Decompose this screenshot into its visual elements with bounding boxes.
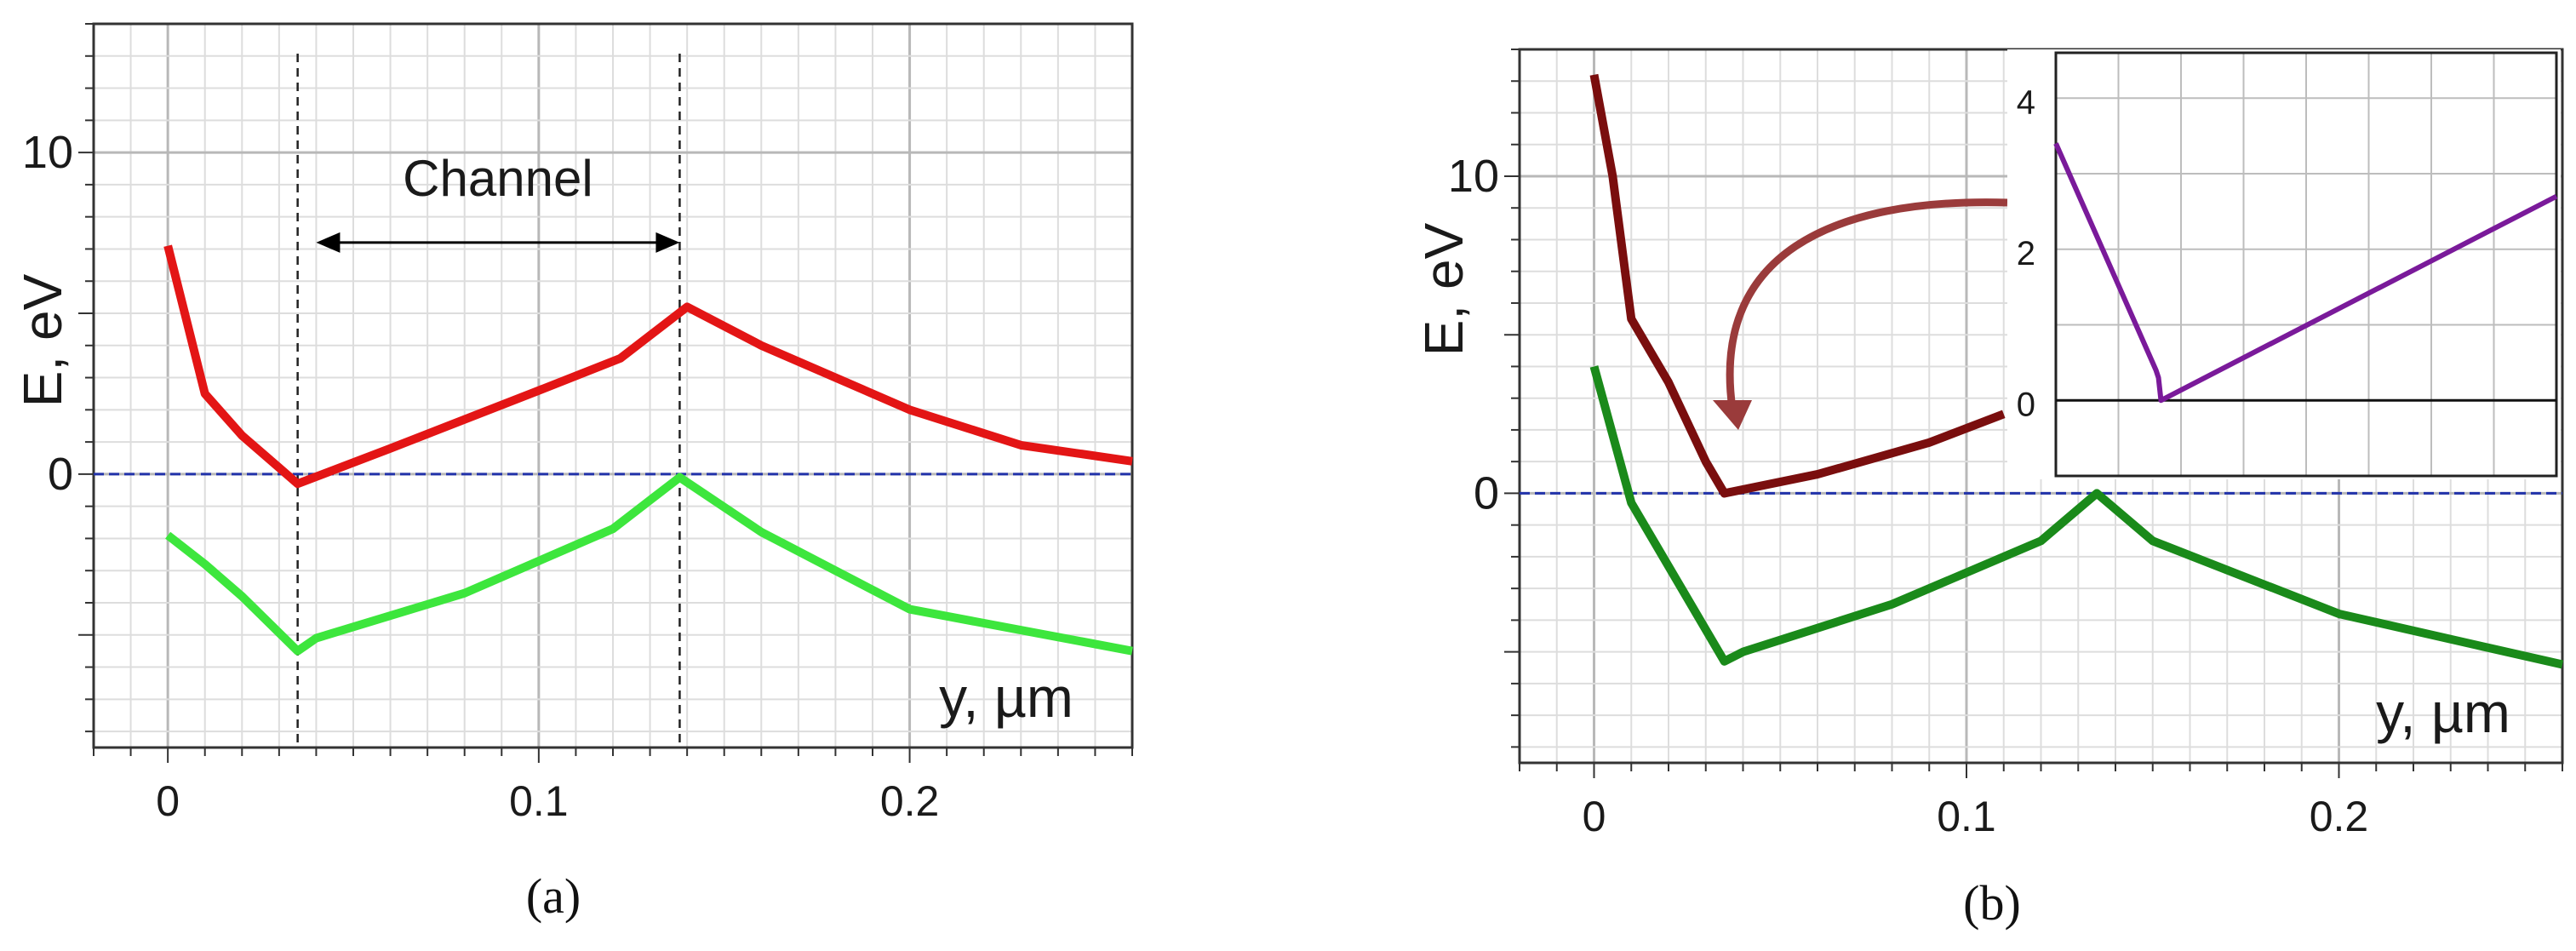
conduction-band-line	[163, 244, 1133, 489]
x-axis-label: y, µm	[2376, 681, 2510, 744]
channel-arrow	[316, 232, 680, 253]
y-tick-label: 0	[48, 449, 73, 500]
y-tick-label: 10	[22, 127, 73, 178]
y-tick-label: 4	[2017, 83, 2035, 121]
y-tick-label: 10	[1448, 151, 1499, 202]
panel-a-caption: (a)	[526, 868, 581, 924]
y-axis-label: E, eV	[12, 273, 73, 407]
tick-marks	[78, 23, 1133, 763]
panel-b-caption: (b)	[1963, 875, 2021, 931]
valence-band-line	[1589, 365, 2564, 669]
y-tick-labels: 0 10	[22, 127, 73, 500]
panel-a: Channel E, eV y, µm 0 10 0 0.1 0.2 (a)	[12, 22, 1134, 924]
x-tick-label: 0.2	[880, 777, 940, 825]
x-tick-label: 0.1	[509, 777, 569, 825]
y-tick-label: 0	[1474, 467, 1499, 518]
tick-marks	[1504, 49, 2563, 778]
x-tick-label: 0	[156, 777, 180, 825]
y-tick-label: 0	[2017, 386, 2035, 423]
x-axis-label: y, µm	[939, 666, 1073, 729]
zoom-arrow	[1713, 198, 2008, 430]
y-axis-label: E, eV	[1413, 222, 1474, 356]
inset-band-line	[2053, 142, 2558, 404]
conduction-band-line	[1589, 73, 2006, 498]
x-tick-labels: 0 0.1 0.2	[156, 777, 939, 825]
y-tick-label: 2	[2017, 235, 2035, 272]
valence-band-line	[165, 473, 1133, 656]
y-tick-labels: 0 2 4	[2017, 83, 2035, 423]
x-tick-labels: 0 0.1 0.2	[1583, 793, 2369, 840]
inset-frame	[2054, 51, 2558, 478]
grid	[93, 23, 1133, 748]
channel-label: Channel	[403, 150, 593, 207]
y-tick-labels: 0 10	[1448, 151, 1499, 518]
x-tick-label: 0.2	[2310, 793, 2369, 840]
panel-b: E, eV y, µm 0 10 0 0.1 0.2 (b) 0 2 4	[1413, 48, 2564, 931]
x-tick-label: 0.1	[1937, 793, 1996, 840]
inset-chart: 0 2 4	[2007, 49, 2561, 479]
x-tick-label: 0	[1583, 793, 1606, 840]
